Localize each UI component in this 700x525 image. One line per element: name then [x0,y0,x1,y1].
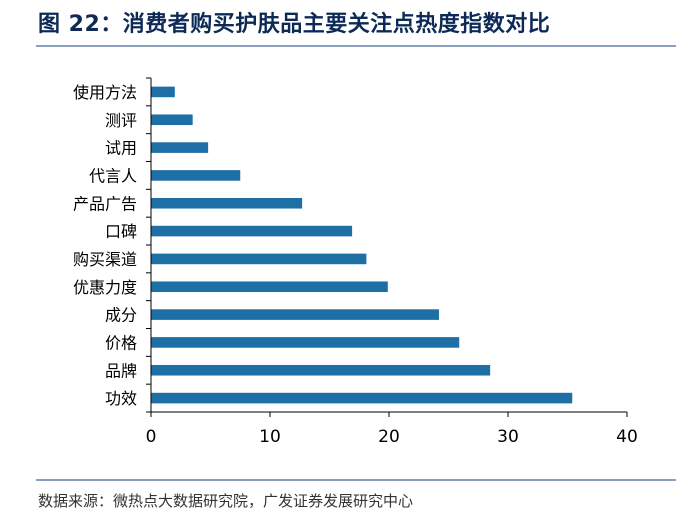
bar [151,364,491,376]
bar [151,142,209,153]
title-bar: 图 22：消费者购买护肤品主要关注点热度指数对比 [0,0,700,46]
chart-area: 使用方法测评试用代言人产品广告口碑购买渠道优惠力度成分价格品牌功效 0 10 20 30… [0,60,700,470]
category-label: 品牌 [105,361,137,380]
chart-title: 图 22：消费者购买护肤品主要关注点热度指数对比 [38,12,551,37]
bar [151,309,439,320]
bar [151,114,193,126]
x-tick-label: 30 [497,427,519,447]
category-label: 使用方法 [73,83,137,102]
bar [151,281,388,293]
source-note: 数据来源：微热点大数据研究院，广发证券发展研究中心 [38,492,414,510]
category-label: 价格 [105,333,137,352]
category-label: 购买渠道 [73,250,137,269]
bar [151,86,175,98]
category-label: 试用 [105,139,137,158]
bar [151,337,460,348]
category-label: 代言人 [89,166,137,185]
category-label: 功效 [105,389,137,408]
category-label: 口碑 [105,222,137,241]
x-tick-label: 10 [259,427,281,447]
bar [151,197,303,209]
category-label: 优惠力度 [73,278,137,297]
x-tick-label: 40 [616,427,638,447]
x-tick-label: 20 [378,427,400,447]
bar [151,392,573,404]
bar [151,225,353,237]
bar [151,253,367,265]
category-label: 成分 [105,306,137,325]
bottom-divider [36,479,676,481]
category-label: 产品广告 [73,194,137,213]
bar [151,170,241,181]
category-label: 测评 [105,111,137,130]
title-divider [36,45,676,47]
x-tick-label: 0 [146,427,157,447]
